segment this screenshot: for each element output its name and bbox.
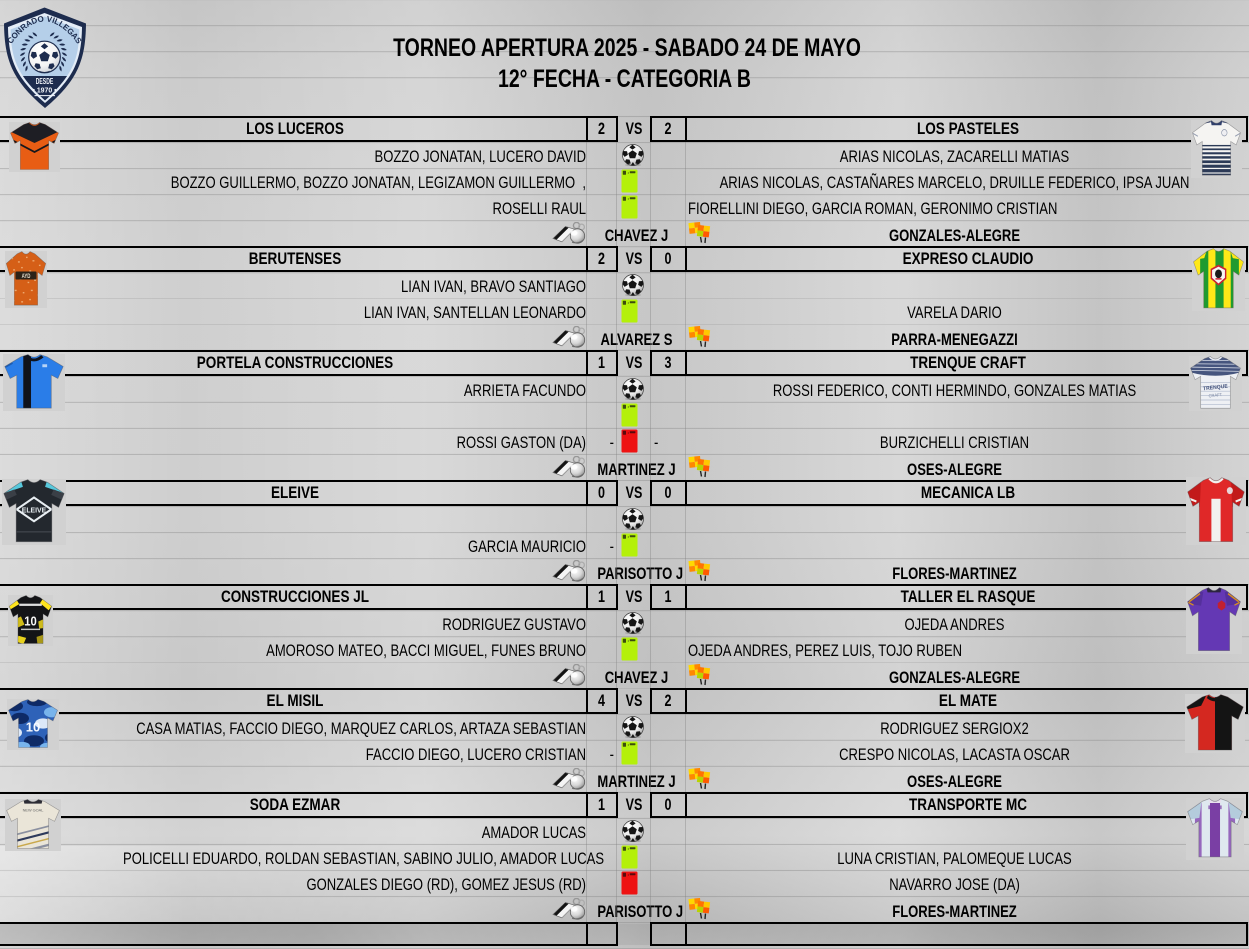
svg-text:DESDE: DESDE — [36, 77, 54, 86]
svg-text:10: 10 — [26, 720, 40, 735]
svg-text:TRENQUE: TRENQUE — [1203, 383, 1229, 392]
svg-text:• 1970 •: • 1970 • — [33, 86, 57, 95]
svg-text:AYD: AYD — [22, 273, 31, 280]
svg-text:ELEIVE: ELEIVE — [22, 506, 47, 514]
svg-text:10: 10 — [24, 614, 37, 629]
svg-text:CRAFT: CRAFT — [1208, 392, 1222, 399]
svg-text:NEW GOAL: NEW GOAL — [23, 809, 44, 813]
